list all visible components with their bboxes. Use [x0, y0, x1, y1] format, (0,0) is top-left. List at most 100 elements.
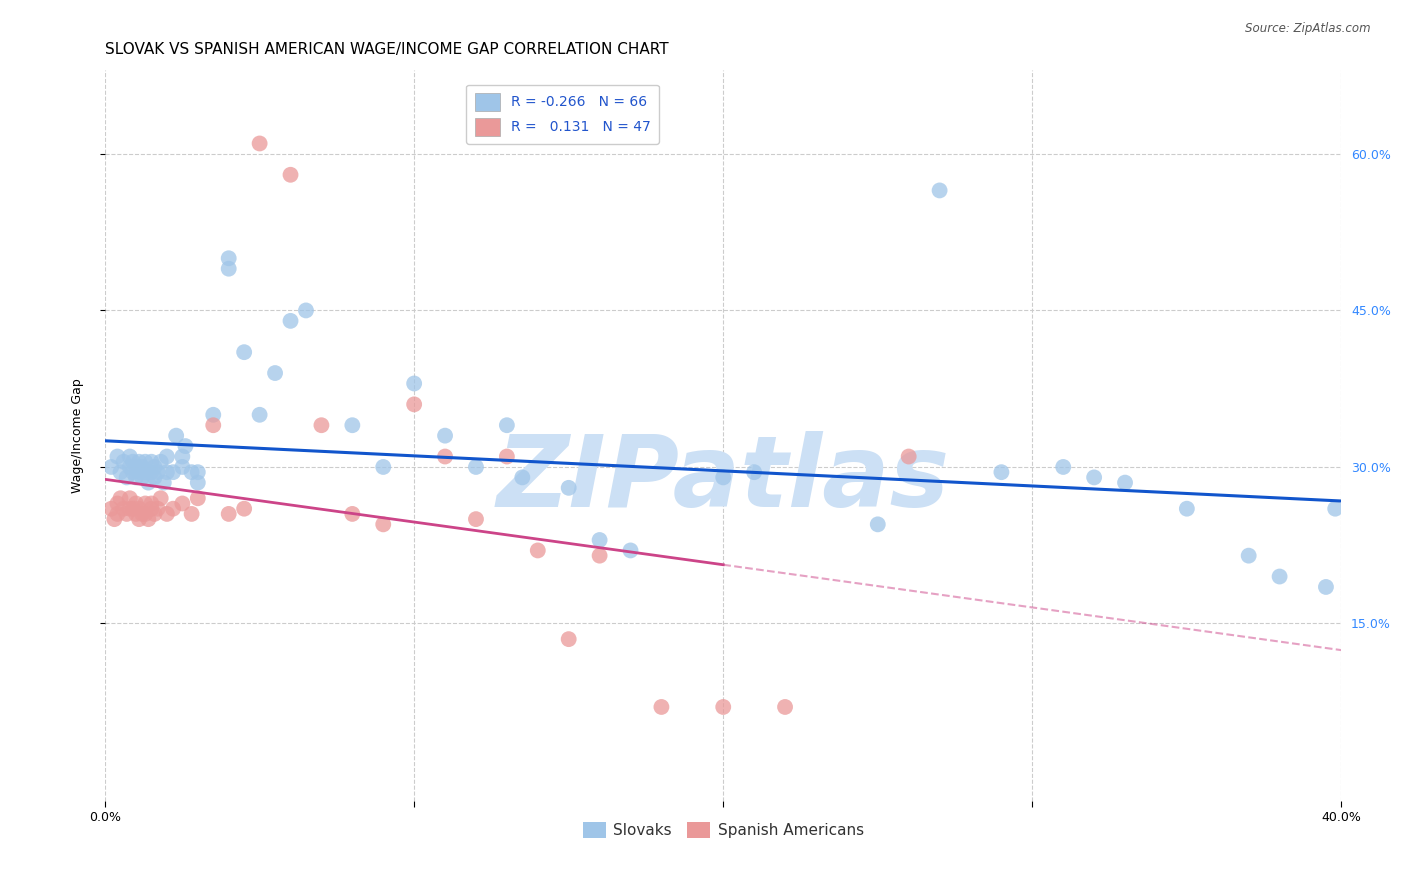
Point	[342, 418, 364, 433]
Point	[141, 501, 163, 516]
Point	[112, 455, 135, 469]
Point	[373, 459, 395, 474]
Point	[218, 252, 240, 266]
Point	[143, 459, 166, 474]
Point	[107, 450, 129, 464]
Point	[118, 491, 141, 506]
Point	[742, 465, 765, 479]
Point	[434, 428, 457, 442]
Point	[264, 366, 287, 380]
Point	[619, 543, 641, 558]
Point	[187, 475, 209, 490]
Point	[512, 470, 534, 484]
Point	[928, 183, 950, 197]
Point	[110, 491, 132, 506]
Point	[110, 465, 132, 479]
Point	[496, 418, 519, 433]
Point	[233, 501, 256, 516]
Point	[115, 470, 138, 484]
Point	[134, 455, 156, 469]
Point	[125, 496, 148, 510]
Y-axis label: Wage/Income Gap: Wage/Income Gap	[72, 378, 84, 493]
Point	[134, 496, 156, 510]
Point	[180, 465, 202, 479]
Point	[434, 450, 457, 464]
Point	[866, 517, 889, 532]
Point	[125, 470, 148, 484]
Point	[897, 450, 920, 464]
Point	[1324, 501, 1347, 516]
Point	[118, 459, 141, 474]
Point	[100, 459, 122, 474]
Point	[249, 136, 271, 151]
Point	[149, 491, 172, 506]
Point	[202, 418, 225, 433]
Point	[187, 491, 209, 506]
Point	[156, 465, 179, 479]
Point	[118, 501, 141, 516]
Point	[143, 470, 166, 484]
Point	[131, 459, 153, 474]
Point	[1315, 580, 1337, 594]
Point	[1175, 501, 1198, 516]
Point	[557, 632, 579, 647]
Point	[138, 512, 160, 526]
Point	[465, 512, 488, 526]
Point	[373, 517, 395, 532]
Point	[233, 345, 256, 359]
Point	[1083, 470, 1105, 484]
Point	[1268, 569, 1291, 583]
Point	[187, 465, 209, 479]
Point	[128, 512, 150, 526]
Point	[773, 700, 796, 714]
Point	[125, 459, 148, 474]
Point	[152, 475, 174, 490]
Point	[342, 507, 364, 521]
Point	[146, 501, 169, 516]
Point	[172, 450, 194, 464]
Point	[218, 507, 240, 521]
Point	[165, 428, 187, 442]
Point	[711, 700, 734, 714]
Point	[526, 543, 548, 558]
Point	[107, 496, 129, 510]
Point	[141, 496, 163, 510]
Point	[172, 496, 194, 510]
Point	[112, 501, 135, 516]
Point	[990, 465, 1012, 479]
Point	[280, 168, 302, 182]
Point	[103, 512, 125, 526]
Point	[122, 501, 145, 516]
Point	[172, 459, 194, 474]
Legend: Slovaks, Spanish Americans: Slovaks, Spanish Americans	[576, 816, 870, 845]
Point	[107, 507, 129, 521]
Point	[122, 465, 145, 479]
Point	[465, 459, 488, 474]
Point	[711, 470, 734, 484]
Point	[128, 465, 150, 479]
Point	[404, 376, 426, 391]
Point	[280, 314, 302, 328]
Point	[115, 507, 138, 521]
Point	[557, 481, 579, 495]
Text: SLOVAK VS SPANISH AMERICAN WAGE/INCOME GAP CORRELATION CHART: SLOVAK VS SPANISH AMERICAN WAGE/INCOME G…	[105, 42, 669, 57]
Point	[131, 470, 153, 484]
Text: ZIPatlas: ZIPatlas	[496, 431, 950, 528]
Point	[202, 408, 225, 422]
Point	[141, 465, 163, 479]
Point	[156, 450, 179, 464]
Point	[138, 475, 160, 490]
Point	[588, 533, 610, 547]
Point	[149, 455, 172, 469]
Point	[650, 700, 672, 714]
Point	[134, 465, 156, 479]
Text: Source: ZipAtlas.com: Source: ZipAtlas.com	[1246, 22, 1371, 36]
Point	[131, 507, 153, 521]
Point	[218, 261, 240, 276]
Point	[128, 455, 150, 469]
Point	[1052, 459, 1074, 474]
Point	[146, 465, 169, 479]
Point	[134, 507, 156, 521]
Point	[295, 303, 318, 318]
Point	[143, 507, 166, 521]
